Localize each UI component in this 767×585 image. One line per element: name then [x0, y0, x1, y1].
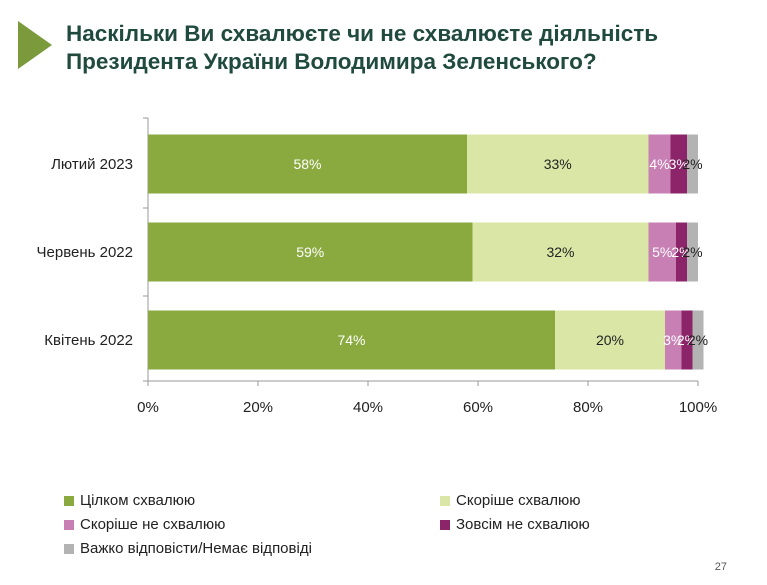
page-number: 27: [714, 561, 727, 573]
data-label: 3%: [669, 156, 689, 172]
play-arrow-icon: [18, 21, 52, 69]
category-label: Лютий 2023: [51, 156, 133, 173]
x-tick-label: 20%: [243, 399, 273, 416]
legend-label: Цілком схвалюю: [80, 492, 196, 509]
slide-title: Наскільки Ви схвалюєте чи не схвалюєте д…: [66, 20, 746, 76]
data-label: 2%: [682, 156, 702, 172]
data-label: 74%: [337, 332, 365, 348]
category-label: Червень 2022: [37, 244, 133, 261]
bar-segment: [670, 134, 687, 194]
bar-segment: [665, 310, 682, 370]
data-label: 2%: [677, 332, 697, 348]
bar-segment: [467, 134, 649, 194]
slide-header: Наскільки Ви схвалюєте чи не схвалюєте д…: [0, 0, 767, 90]
x-tick-label: 80%: [573, 399, 603, 416]
title-line-2: Президента України Володимира Зеленськог…: [66, 49, 597, 74]
data-label: 33%: [544, 156, 572, 172]
legend-label: Скоріше схвалюю: [456, 492, 581, 509]
bar-segment: [648, 222, 676, 282]
x-tick-label: 100%: [679, 399, 717, 416]
legend-swatch: [64, 543, 74, 554]
legend-item: Цілком схвалюю: [64, 492, 195, 509]
data-label: 2%: [671, 244, 691, 260]
legend-item: Скоріше не схвалюю: [64, 516, 225, 533]
bar-segment: [687, 222, 698, 282]
legend-swatch: [64, 495, 74, 506]
data-label: 20%: [596, 332, 624, 348]
data-label: 32%: [546, 244, 574, 260]
data-label: 2%: [688, 332, 708, 348]
x-tick-label: 60%: [463, 399, 493, 416]
bar-segment: [687, 134, 698, 194]
x-tick-label: 40%: [353, 399, 383, 416]
legend-label: Зовсім не схвалюю: [456, 516, 590, 533]
legend-label: Важко відповісти/Немає відповіді: [80, 540, 312, 557]
legend-swatch: [440, 495, 450, 506]
legend-item: Зовсім не схвалюю: [440, 516, 590, 533]
bar-segment: [648, 134, 671, 194]
bar-segment: [148, 134, 467, 194]
legend-label: Скоріше не схвалюю: [80, 516, 226, 533]
legend-item: Важко відповісти/Немає відповіді: [64, 540, 312, 557]
arrow-shape: [18, 21, 52, 69]
data-label: 58%: [293, 156, 321, 172]
bar-segment: [472, 222, 649, 282]
data-label: 4%: [649, 156, 669, 172]
stacked-bar-chart: 0% 20% 40% 60% 80% 100%Лютий 2023 58% 33% 4% 3%2%…: [37, 117, 717, 416]
data-label: 5%: [652, 244, 672, 260]
bar-segment: [148, 310, 555, 370]
data-label: 2%: [682, 244, 702, 260]
category-label: Квітень 2022: [44, 332, 133, 349]
legend-swatch: [440, 519, 450, 530]
title-line-1: Наскільки Ви схвалюєте чи не схвалюєте д…: [66, 21, 659, 46]
legend-swatch: [64, 519, 74, 530]
legend-item: Скоріше схвалюю: [440, 492, 581, 509]
bar-segment: [555, 310, 665, 370]
bar-segment: [681, 310, 693, 370]
data-label: 3%: [663, 332, 683, 348]
bar-segment: [692, 310, 704, 370]
bar-segment: [676, 222, 687, 282]
bar-segment: [148, 222, 473, 282]
x-tick-label: 0%: [137, 399, 159, 416]
data-label: 59%: [296, 244, 324, 260]
